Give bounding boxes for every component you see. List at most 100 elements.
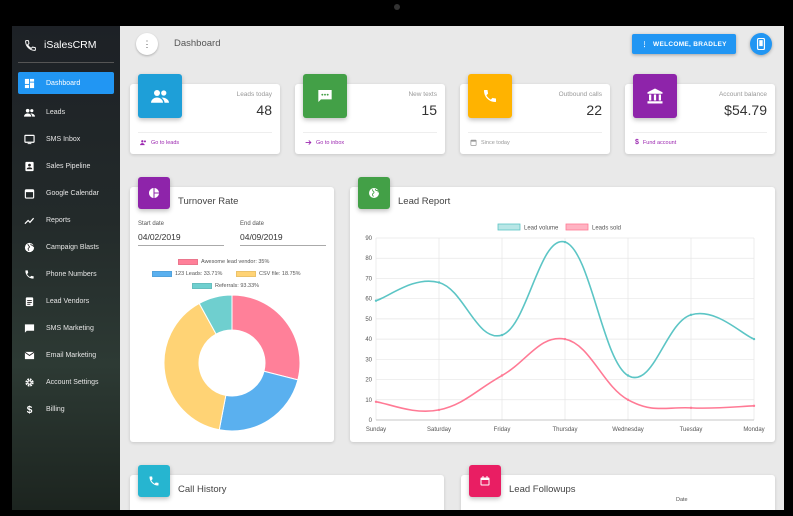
stat-footer-link[interactable]: $ Fund account [635,139,676,146]
pie-legend-item[interactable]: 123 Leads: 33.71% [152,271,222,277]
y-tick-label: 20 [365,378,372,384]
donut-slice[interactable] [198,294,233,335]
donut-slice[interactable] [231,294,301,381]
arrow-right-icon [305,140,312,145]
pie-legend-item[interactable]: CSV file: 18.75% [236,271,301,277]
x-tick-label: Thursday [552,427,577,433]
globe-icon [24,242,35,253]
start-date-input[interactable]: 04/02/2019 [138,232,224,246]
data-point[interactable] [626,398,630,401]
data-point[interactable] [563,337,567,341]
pie-legend-item[interactable]: Awesome lead vendor: 35% [178,259,269,265]
sidebar-item-sales-pipeline[interactable]: Sales Pipeline [18,153,114,180]
data-point[interactable] [752,337,756,341]
sidebar-item-lead-vendors[interactable]: Lead Vendors [18,288,114,315]
sidebar-item-dashboard[interactable]: Dashboard [18,72,114,94]
brand[interactable]: iSalesCRM [24,36,97,54]
stat-footer-label: Since today [481,139,510,146]
app-screen: iSalesCRM Dashboard Leads SMS Inbox Sales P… [12,26,784,510]
calendar-icon [24,188,35,199]
legend-label: Referrals: 93.33% [215,283,260,289]
sidebar-item-reports[interactable]: Reports [18,207,114,234]
lead-report-title: Lead Report [398,196,451,207]
y-tick-label: 10 [365,398,372,404]
data-point[interactable] [374,299,378,302]
svg-text:$: $ [27,405,33,415]
start-date-label: Start date [138,221,165,227]
y-tick-label: 60 [365,297,372,303]
lead-followups-icon-badge [469,465,501,497]
data-point[interactable] [563,240,567,244]
sidebar-item-label: SMS Inbox [46,136,81,143]
stat-value: 48 [256,102,272,118]
sidebar-item-account-settings[interactable]: Account Settings [18,369,114,396]
stat-card-leads-today: Leads today 48 Go to leads [130,74,280,154]
x-tick-label: Saturday [427,427,451,433]
data-point[interactable] [500,374,504,377]
data-point[interactable] [374,400,378,403]
y-tick-label: 80 [365,256,372,262]
data-point[interactable] [689,406,693,410]
people-icon [151,90,169,103]
sidebar-item-sms-inbox[interactable]: SMS Inbox [18,126,114,153]
end-date-input[interactable]: 04/09/2019 [240,232,326,246]
x-tick-label: Sunday [366,427,386,433]
stat-footer-link: Since today [470,139,510,146]
legend-swatch [236,271,256,277]
stat-footer-link[interactable]: Go to leads [140,139,179,146]
stat-footer-link[interactable]: Go to inbox [305,139,344,146]
call-history-icon-badge [138,465,170,497]
turnover-rate-card: Turnover Rate Start date 04/02/2019 End … [130,177,334,442]
calendar-icon [470,139,477,146]
welcome-user-button[interactable]: ⋮ WELCOME, BRADLEY [632,34,736,54]
end-date-label: End date [240,221,265,227]
sidebar-item-email-marketing[interactable]: Email Marketing [18,342,114,369]
menu-more-button[interactable]: ⋮ [136,33,158,55]
message-icon [318,90,332,102]
sidebar-item-label: Leads [46,109,66,116]
lead-report-card: Lead Report 0 10 20 30 40 50 60 70 80 90 Sunday Sat… [350,177,775,442]
data-point[interactable] [752,404,756,408]
sidebar-item-phone-numbers[interactable]: Phone Numbers [18,261,114,288]
sidebar-item-leads[interactable]: Leads [18,99,114,126]
data-point[interactable] [626,374,630,377]
data-point[interactable] [500,333,504,337]
sidebar-item-label: Dashboard [46,79,81,87]
legend-label: Leads sold [592,226,621,232]
stat-divider [303,132,437,133]
data-point[interactable] [437,408,441,412]
legend-swatch [192,283,212,289]
x-tick-label: Monday [743,427,764,433]
donut-slice[interactable] [218,370,299,432]
data-point[interactable] [437,281,441,284]
pie-chart-icon [149,188,159,198]
pie-legend-item[interactable]: Referrals: 93.33% [192,283,259,289]
people-icon [140,140,146,146]
sidebar-item-billing[interactable]: $ Billing [18,396,114,423]
donut-slice[interactable] [163,302,227,431]
message-icon [24,323,35,334]
stat-footer-label: Fund account [642,139,677,146]
legend-label: Lead volume [524,226,559,232]
smartphone-icon [756,38,766,50]
legend-swatch[interactable] [565,223,589,231]
sidebar-item-campaign-blasts[interactable]: Campaign Blasts [18,234,114,261]
legend-swatch[interactable] [497,223,521,231]
legend-label: CSV file: 18.75% [259,271,301,277]
phone-logo-icon [25,39,36,51]
call-history-card: Call History [130,465,444,510]
stat-divider [468,132,602,133]
gear-icon [24,377,35,388]
stat-card-new-texts: New texts 15 Go to inbox [295,74,445,154]
mobile-phone-button[interactable] [750,33,772,55]
sidebar-item-label: Sales Pipeline [46,163,91,170]
sidebar-item-google-calendar[interactable]: Google Calendar [18,180,114,207]
sidebar-item-label: Email Marketing [46,352,97,359]
legend-swatch [178,259,198,265]
sidebar-item-label: Phone Numbers [46,271,97,278]
data-point[interactable] [689,313,693,317]
turnover-donut-chart [163,294,301,432]
clipboard-icon [24,296,35,307]
sidebar-item-sms-marketing[interactable]: SMS Marketing [18,315,114,342]
